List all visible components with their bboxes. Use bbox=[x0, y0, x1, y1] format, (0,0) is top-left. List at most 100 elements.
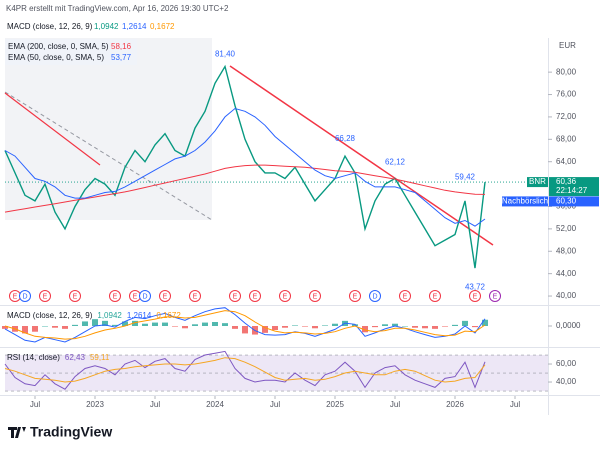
y-tick-label: 64,00 bbox=[556, 157, 577, 166]
histogram-bar bbox=[362, 326, 368, 333]
histogram-bar bbox=[352, 324, 358, 326]
legend-value: 53,77 bbox=[111, 53, 132, 62]
symbol-label: BNR bbox=[529, 177, 546, 186]
event-marker bbox=[109, 290, 121, 302]
price-label: 60,36 bbox=[556, 177, 577, 186]
event-label: E bbox=[283, 293, 288, 300]
histogram-bar bbox=[92, 319, 98, 326]
symbol-tag bbox=[527, 177, 548, 188]
histogram-bar bbox=[52, 326, 58, 328]
event-marker bbox=[349, 290, 361, 302]
y-tick-label: 40,00 bbox=[556, 377, 577, 386]
histogram-bar bbox=[402, 326, 408, 327]
histogram-bar bbox=[242, 326, 248, 334]
histogram-bar bbox=[142, 323, 148, 326]
series-line bbox=[4, 350, 486, 390]
y-tick-label: 60,00 bbox=[556, 359, 577, 368]
event-label: E bbox=[43, 293, 48, 300]
histogram-bar bbox=[2, 326, 8, 329]
histogram-bar bbox=[122, 321, 128, 326]
event-marker bbox=[369, 290, 381, 302]
histogram-bar bbox=[202, 322, 208, 326]
event-label: E bbox=[233, 293, 238, 300]
trendline bbox=[229, 65, 494, 246]
histogram-bar bbox=[312, 326, 318, 329]
logo: TradingView bbox=[8, 424, 112, 440]
histogram-bar bbox=[82, 321, 88, 326]
annotation: 66,28 bbox=[335, 134, 356, 143]
annotation: 81,40 bbox=[215, 49, 236, 58]
x-tick-label: Jul bbox=[270, 400, 280, 409]
y-tick-label: 76,00 bbox=[556, 90, 577, 99]
histogram-bar bbox=[152, 322, 158, 326]
currency: EUR bbox=[559, 41, 576, 50]
shaded-region bbox=[5, 38, 212, 220]
y-tick-label: 52,00 bbox=[556, 224, 577, 233]
event-label: E bbox=[193, 293, 198, 300]
event-label: E bbox=[133, 293, 138, 300]
countdown: 22:14:27 bbox=[556, 186, 588, 195]
histogram-bar bbox=[172, 326, 178, 327]
series-line bbox=[4, 310, 486, 340]
histogram-bar bbox=[182, 326, 188, 329]
y-tick-label: 40,00 bbox=[556, 291, 577, 300]
histogram-bar bbox=[442, 326, 448, 327]
event-label: D bbox=[22, 293, 27, 300]
annotation: 62,12 bbox=[385, 157, 406, 166]
legend-value: 58,16 bbox=[111, 42, 132, 51]
histogram-bar bbox=[262, 326, 268, 333]
event-label: E bbox=[313, 293, 318, 300]
event-label: E bbox=[433, 293, 438, 300]
x-tick-label: Jul bbox=[390, 400, 400, 409]
event-label: D bbox=[372, 293, 377, 300]
histogram-bar bbox=[452, 324, 458, 326]
histogram-bar bbox=[62, 326, 68, 329]
legend-value: 1,0942 bbox=[94, 22, 119, 31]
x-tick-label: 2024 bbox=[206, 400, 224, 409]
post-market-name: Nachbörslich bbox=[502, 197, 548, 206]
event-marker bbox=[69, 290, 81, 302]
price-tag bbox=[549, 177, 599, 197]
post-market-tag bbox=[502, 196, 548, 207]
histogram-bar bbox=[72, 324, 78, 326]
histogram-bar bbox=[482, 319, 488, 326]
event-marker bbox=[159, 290, 171, 302]
event-label: E bbox=[353, 293, 358, 300]
credit: K4PR erstellt mit TradingView.com, Apr 1… bbox=[6, 4, 229, 13]
event-marker bbox=[189, 290, 201, 302]
histogram-bar bbox=[302, 326, 308, 327]
event-label: E bbox=[403, 293, 408, 300]
event-marker bbox=[279, 290, 291, 302]
logo-icon bbox=[8, 427, 26, 438]
histogram-bar bbox=[432, 326, 438, 329]
histogram-bar bbox=[272, 326, 278, 330]
trendline bbox=[4, 92, 101, 166]
pane-legend-label: RSI (14, close) bbox=[7, 353, 60, 362]
event-marker bbox=[139, 290, 151, 302]
histogram-bar bbox=[192, 324, 198, 326]
x-tick-label: 2025 bbox=[326, 400, 344, 409]
histogram-bar bbox=[412, 326, 418, 328]
x-tick-label: Jul bbox=[150, 400, 160, 409]
histogram-bar bbox=[372, 326, 378, 328]
annotation: 43,72 bbox=[465, 282, 486, 291]
event-marker bbox=[309, 290, 321, 302]
x-tick-label: 2023 bbox=[86, 400, 104, 409]
histogram-bar bbox=[32, 326, 38, 332]
legend-value: 1,2614 bbox=[122, 22, 147, 31]
logo-text: TradingView bbox=[30, 424, 112, 440]
histogram-bar bbox=[222, 323, 228, 326]
legend-entry: EMA (50, close, 0, SMA, 5) bbox=[8, 53, 104, 62]
histogram-bar bbox=[162, 322, 168, 326]
event-marker bbox=[469, 290, 481, 302]
y-tick-label: 72,00 bbox=[556, 112, 577, 121]
event-label: E bbox=[113, 293, 118, 300]
histogram-bar bbox=[292, 325, 298, 326]
histogram-bar bbox=[392, 323, 398, 326]
pane-legend-value: 59,11 bbox=[90, 353, 110, 362]
event-label: E bbox=[493, 293, 498, 300]
event-marker bbox=[19, 290, 31, 302]
histogram-bar bbox=[472, 326, 478, 328]
event-label: E bbox=[163, 293, 168, 300]
